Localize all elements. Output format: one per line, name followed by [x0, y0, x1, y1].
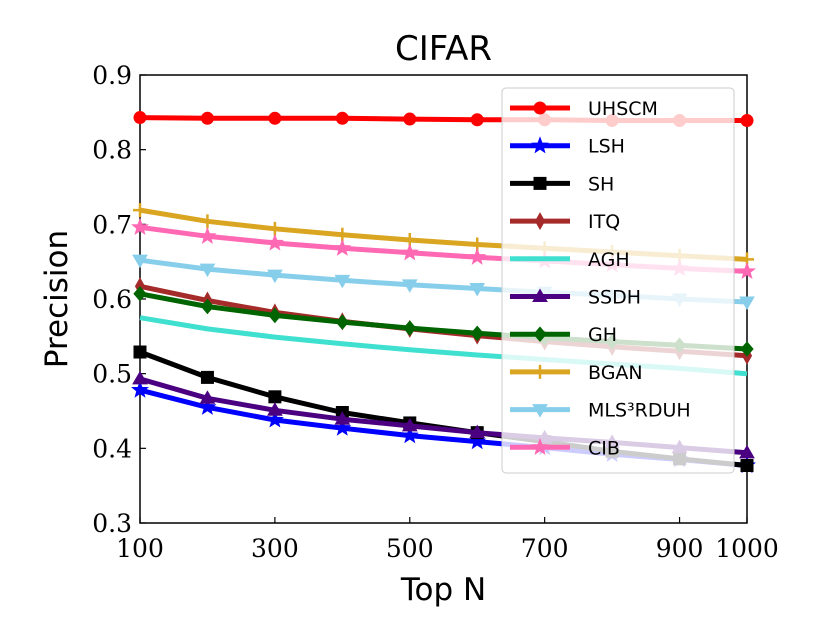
- data-point: [133, 203, 147, 218]
- legend-item-uhscm: UHSCM: [510, 98, 658, 120]
- data-point: [400, 243, 419, 261]
- legend-item-ssdh: SSDH: [510, 287, 641, 309]
- legend-marker: [532, 404, 548, 418]
- data-point: [400, 426, 419, 444]
- data-point: [199, 390, 216, 404]
- data-point: [132, 370, 148, 385]
- data-point: [335, 111, 349, 125]
- data-point: [470, 325, 484, 342]
- legend: UHSCM LSH SH ITQ AGH SSDH GH BGAN MLS³RDUH CIB: [501, 87, 735, 474]
- legend-label: LSH: [588, 136, 625, 158]
- data-point: [403, 112, 417, 126]
- legend-label: SH: [588, 173, 614, 195]
- axis-ticks: 100 300 500 700 900 1000 0.3 0.4 0.5 0.6 0.7 0.8 0.9: [92, 61, 779, 563]
- legend-label: SSDH: [588, 287, 641, 309]
- data-point: [335, 314, 349, 330]
- data-point: [268, 111, 282, 125]
- legend-item-sh: SH: [510, 173, 614, 195]
- data-point: [334, 411, 351, 425]
- y-tick-label: 0.6: [92, 285, 132, 314]
- data-point: [333, 238, 352, 256]
- legend-marker: [533, 326, 547, 342]
- legend-label: MLS³RDUH: [588, 400, 691, 422]
- x-tick-label: 900: [656, 534, 704, 563]
- y-axis-label: Precision: [39, 230, 75, 368]
- data-point: [200, 370, 214, 384]
- x-tick-label: 1000: [715, 534, 779, 563]
- legend-marker: [533, 364, 547, 379]
- legend-item-bgan: BGAN: [510, 362, 643, 384]
- data-point: [267, 269, 283, 284]
- chart-title: CIFAR: [395, 29, 492, 69]
- y-tick-label: 0.3: [92, 509, 132, 538]
- legend-label: AGH: [588, 249, 630, 271]
- x-tick-label: 500: [386, 534, 434, 563]
- x-tick-label: 100: [116, 534, 164, 563]
- data-point: [334, 274, 351, 289]
- legend-item-mls-rduh: MLS³RDUH: [510, 400, 691, 422]
- data-point: [200, 111, 214, 125]
- data-point: [268, 390, 282, 404]
- y-tick-label: 0.7: [92, 210, 132, 239]
- legend-label: UHSCM: [588, 98, 658, 120]
- data-point: [333, 418, 352, 436]
- data-point: [740, 459, 754, 473]
- legend-marker: [533, 101, 547, 115]
- data-point: [470, 113, 484, 127]
- data-point: [469, 283, 486, 297]
- data-point: [265, 233, 284, 251]
- data-point: [740, 114, 754, 128]
- x-tick-label: 300: [251, 534, 299, 563]
- data-point: [133, 111, 147, 125]
- data-point: [198, 226, 217, 244]
- legend-item-cib: CIB: [510, 437, 620, 459]
- legend-marker: [533, 176, 547, 190]
- data-point: [200, 214, 215, 229]
- data-point: [198, 397, 217, 415]
- x-axis-label: Top N: [400, 572, 486, 608]
- data-point: [132, 254, 148, 269]
- legend-marker: [531, 437, 549, 455]
- legend-item-lsh: LSH: [510, 136, 625, 158]
- data-point: [739, 444, 755, 459]
- legend-label: ITQ: [588, 211, 620, 233]
- y-tick-label: 0.9: [92, 61, 132, 90]
- data-point: [268, 307, 282, 324]
- data-point: [267, 402, 283, 416]
- legend-marker: [532, 288, 548, 302]
- legend-label: CIB: [588, 437, 620, 459]
- legend-marker: [531, 136, 549, 154]
- data-point: [265, 410, 284, 428]
- legend-label: GH: [588, 324, 617, 346]
- data-point: [401, 417, 418, 432]
- data-point: [401, 279, 418, 293]
- data-point: [403, 320, 417, 336]
- data-point: [199, 263, 216, 278]
- data-point: [267, 221, 282, 236]
- data-point: [740, 341, 754, 357]
- legend-item-itq: ITQ: [510, 211, 620, 233]
- y-tick-label: 0.5: [92, 360, 132, 389]
- y-tick-label: 0.8: [92, 136, 132, 165]
- data-point: [131, 217, 149, 235]
- data-point: [131, 380, 149, 398]
- legend-marker: [534, 212, 546, 231]
- data-point: [200, 298, 215, 315]
- y-tick-label: 0.4: [92, 434, 132, 463]
- x-tick-label: 700: [521, 534, 569, 563]
- data-point: [739, 296, 755, 310]
- legend-item-agh: AGH: [510, 249, 630, 271]
- legend-item-gh: GH: [510, 324, 617, 346]
- data-point: [133, 286, 147, 302]
- data-point: [738, 261, 756, 279]
- data-point: [468, 247, 487, 265]
- legend-label: BGAN: [588, 362, 643, 384]
- data-point: [469, 424, 486, 439]
- data-point: [133, 345, 147, 359]
